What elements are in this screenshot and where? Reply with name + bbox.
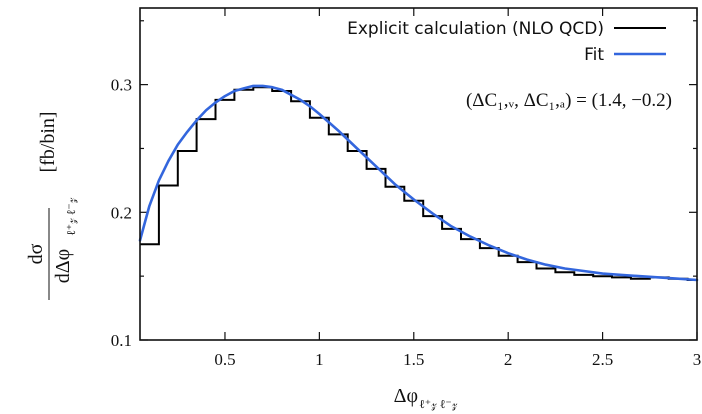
series-layer [138, 84, 699, 282]
y-axis-label-numerator: dσ [25, 243, 47, 264]
y-axis-label-unit: [fb/bin] [37, 111, 59, 172]
x-tick-label: 0.5 [214, 350, 235, 369]
x-axis-label-sub: ℓ⁺𝓏 ℓ⁻𝓏 [419, 397, 458, 411]
legend: Explicit calculation (NLO QCD) Fit [347, 19, 666, 65]
y-axis-title: dσ dΔφ ℓ⁺𝓏 ℓ⁻𝓏 [fb/bin] [25, 111, 78, 300]
annotation: (ΔC₁,ᵥ, ΔC₁,ₐ) = (1.4, −0.2) [466, 90, 672, 111]
y-axis-label-den-sub: ℓ⁺𝓏 ℓ⁻𝓏 [64, 197, 78, 236]
plot-frame [139, 7, 698, 341]
x-axis-title: Δφ ℓ⁺𝓏 ℓ⁻𝓏 [394, 385, 458, 411]
x-tick-label: 2.5 [592, 350, 613, 369]
y-axis-label-group: dσ dΔφ ℓ⁺𝓏 ℓ⁻𝓏 [fb/bin] [25, 111, 78, 300]
fit-series-line [138, 84, 699, 282]
y-tick-label: 0.1 [111, 331, 132, 350]
x-tick-label: 1.5 [403, 350, 424, 369]
y-axis-label-denominator: dΔφ [52, 249, 74, 283]
x-tick-label: 1 [315, 350, 324, 369]
x-tick-label: 2 [504, 350, 513, 369]
histogram-series [140, 86, 697, 281]
x-tick-label: 3 [693, 350, 702, 369]
axis-ticks: 0.5 1 1.5 2 2.5 3 0.1 0.2 0.3 [111, 8, 702, 369]
y-tick-label: 0.2 [111, 203, 132, 222]
legend-label: Explicit calculation (NLO QCD) [347, 19, 604, 39]
legend-label: Fit [584, 45, 604, 65]
y-tick-label: 0.3 [111, 76, 132, 95]
x-axis-label-main: Δφ [394, 385, 418, 407]
